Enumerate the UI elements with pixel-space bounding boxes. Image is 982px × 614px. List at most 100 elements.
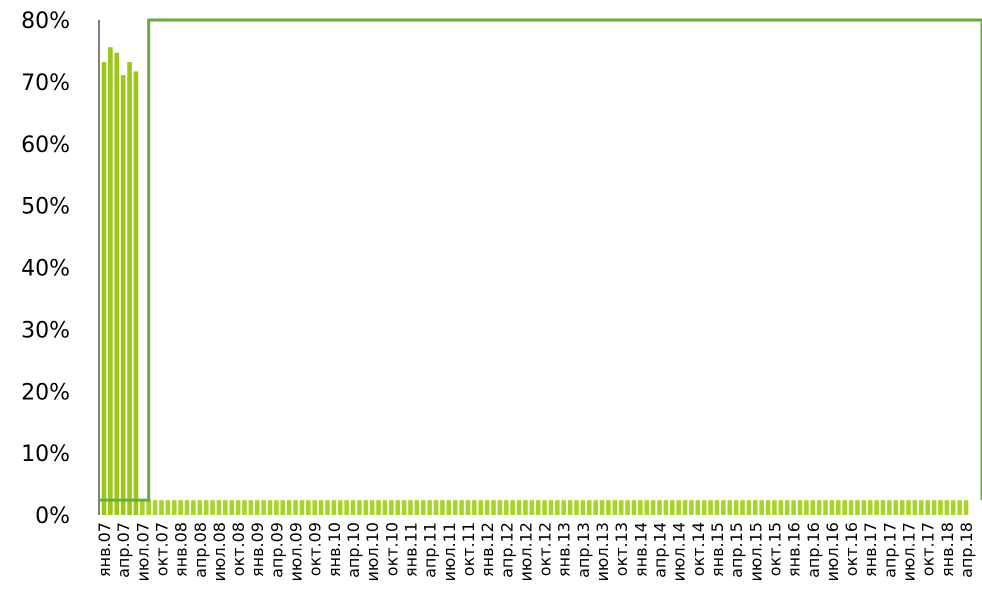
- bar-low: [651, 500, 656, 515]
- y-tick-label: 70%: [21, 71, 70, 96]
- x-tick-label: янв.07: [95, 522, 114, 577]
- bar-low: [644, 500, 649, 515]
- bar-low: [478, 500, 483, 515]
- x-tick-label: апр.12: [497, 522, 516, 578]
- bar-low: [338, 500, 343, 515]
- x-tick-label: июл.07: [133, 522, 152, 582]
- bar-low: [600, 500, 605, 515]
- bar-low: [779, 500, 784, 515]
- y-tick-label: 10%: [21, 442, 70, 467]
- x-axis-ticks: янв.07 апр.07 июл.07 окт.07 янв.08 апр.08 июл.…: [95, 522, 976, 582]
- bar-low: [874, 500, 879, 515]
- bar-low: [319, 500, 324, 515]
- bar-low: [862, 500, 867, 515]
- bar-low: [447, 500, 452, 515]
- bar-low: [242, 500, 247, 515]
- bar-low: [440, 500, 445, 515]
- bar-low: [261, 500, 266, 515]
- x-tick-label: янв.13: [555, 522, 574, 577]
- bar-low: [772, 500, 777, 515]
- bar-low: [683, 500, 688, 515]
- bar-low: [549, 500, 554, 515]
- x-tick-label: апр.17: [880, 522, 899, 578]
- bar-low: [919, 500, 924, 515]
- bar-low: [593, 500, 598, 515]
- bar-low: [957, 500, 962, 515]
- x-tick-label: янв.10: [325, 522, 344, 577]
- bar-low: [900, 500, 905, 515]
- bar-low: [887, 500, 892, 515]
- x-tick-label: июл.13: [593, 522, 612, 582]
- bar-low: [530, 500, 535, 515]
- x-tick-label: янв.14: [631, 522, 650, 577]
- bar-low: [536, 500, 541, 515]
- x-tick-label: окт.07: [153, 522, 172, 576]
- y-tick-label: 40%: [21, 257, 70, 282]
- bar-low: [696, 500, 701, 515]
- bar-low: [581, 500, 586, 515]
- bar-low: [498, 500, 503, 515]
- bar-low: [625, 500, 630, 515]
- x-tick-label: янв.09: [248, 522, 267, 577]
- bar-low: [587, 500, 592, 515]
- bar-low: [268, 500, 273, 515]
- y-tick-label: 60%: [21, 133, 70, 158]
- bar-low: [893, 500, 898, 515]
- bar-low: [798, 500, 803, 515]
- y-tick-label: 50%: [21, 195, 70, 220]
- bar-low: [670, 500, 675, 515]
- bar-low: [383, 500, 388, 515]
- bar-low: [357, 500, 362, 515]
- x-tick-label: апр.13: [574, 522, 593, 578]
- bar-low: [817, 500, 822, 515]
- bar-low: [229, 500, 234, 515]
- x-tick-label: окт.13: [612, 522, 631, 576]
- bar-low: [702, 500, 707, 515]
- bar-low: [217, 500, 222, 515]
- bar-low: [759, 500, 764, 515]
- bar-low: [715, 500, 720, 515]
- bar-low: [395, 500, 400, 515]
- bar-high: [121, 75, 126, 515]
- bar-low: [766, 500, 771, 515]
- bar-low: [555, 500, 560, 515]
- bar-low: [517, 500, 522, 515]
- bar-low: [836, 500, 841, 515]
- bar-low: [312, 500, 317, 515]
- bar-low: [561, 500, 566, 515]
- bar-low: [197, 500, 202, 515]
- bar-low: [881, 500, 886, 515]
- bar-high: [127, 62, 132, 515]
- bar-low: [472, 500, 477, 515]
- bar-low: [868, 500, 873, 515]
- bar-low: [785, 500, 790, 515]
- bar-low: [300, 500, 305, 515]
- x-tick-label: окт.14: [689, 522, 708, 576]
- bar-low: [421, 500, 426, 515]
- x-tick-label: июл.08: [210, 522, 229, 582]
- bar-high: [102, 62, 107, 515]
- bar-low: [964, 500, 969, 515]
- bar-low: [153, 500, 158, 515]
- bar-low: [951, 500, 956, 515]
- bar-low: [747, 500, 752, 515]
- bar-low: [753, 500, 758, 515]
- x-tick-label: янв.16: [785, 522, 804, 577]
- bar-low: [363, 500, 368, 515]
- bar-low: [823, 500, 828, 515]
- bar-low: [657, 500, 662, 515]
- x-tick-label: июл.14: [670, 522, 689, 582]
- bar-low: [255, 500, 260, 515]
- x-tick-label: окт.08: [229, 522, 248, 576]
- x-tick-label: янв.17: [861, 522, 880, 577]
- bar-low: [204, 500, 209, 515]
- x-tick-label: окт.12: [536, 522, 555, 576]
- bar-low: [491, 500, 496, 515]
- bar-low: [344, 500, 349, 515]
- x-tick-label: янв.12: [478, 522, 497, 577]
- bar-low: [849, 500, 854, 515]
- bar-low: [708, 500, 713, 515]
- y-axis-ticks: 0% 10% 20% 30% 40% 50% 60% 70% 80%: [21, 9, 70, 529]
- x-tick-label: апр.08: [191, 522, 210, 578]
